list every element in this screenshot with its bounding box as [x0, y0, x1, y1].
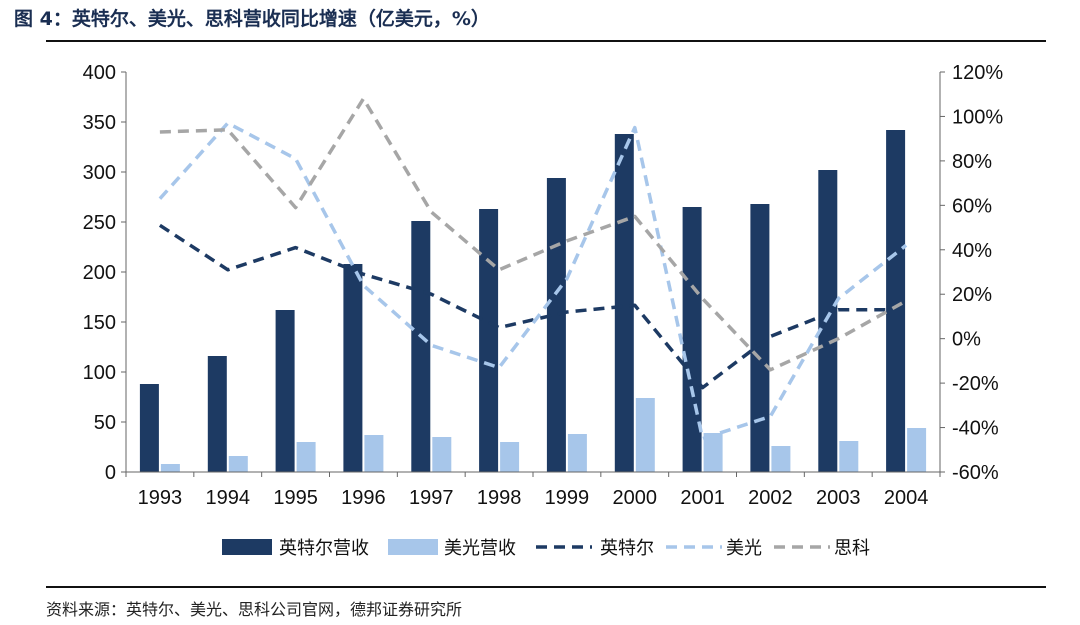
bar-intel-2002 — [750, 204, 770, 472]
legend-swatch-micron-revenue — [388, 539, 438, 555]
x-tick-label: 2001 — [680, 487, 725, 509]
bar-micron-2001 — [703, 433, 723, 472]
legend-label-cisco: 思科 — [834, 538, 870, 559]
bar-intel-2001 — [682, 207, 702, 472]
bar-micron-2003 — [839, 441, 859, 472]
legend-label-intel-revenue: 英特尔营收 — [279, 538, 369, 559]
right-tick-label: -60% — [952, 462, 999, 484]
legend-label-micron-revenue: 美光营收 — [444, 538, 516, 559]
bar-intel-1993 — [139, 384, 159, 472]
bar-intel-1994 — [207, 356, 227, 472]
right-tick-label: 120% — [952, 62, 1003, 84]
left-tick-label: 400 — [83, 62, 116, 84]
x-tick-label: 1999 — [545, 487, 590, 509]
bar-intel-2003 — [818, 170, 838, 472]
bar-micron-1995 — [296, 442, 316, 472]
bar-micron-1997 — [432, 437, 452, 472]
left-tick-label: 150 — [83, 312, 116, 334]
right-tick-label: 0% — [952, 329, 981, 351]
right-tick-label: 20% — [952, 284, 992, 306]
x-tick-label: 2003 — [816, 487, 861, 509]
x-tick-label: 1997 — [409, 487, 454, 509]
axes-layer: 0 50 100 150 200 250 300 350 400 -60% -40% -20% 0% 20… — [83, 62, 1004, 509]
x-tick-label: 1994 — [206, 487, 251, 509]
line-cisco-growth — [159, 96, 907, 372]
left-tick-label: 100 — [83, 362, 116, 384]
x-tick-label: 1993 — [138, 487, 183, 509]
left-tick-label: 0 — [105, 462, 116, 484]
bar-micron-1998 — [500, 442, 520, 472]
bar-micron-1993 — [160, 464, 180, 472]
x-tick-label: 2002 — [748, 487, 793, 509]
right-tick-label: 100% — [952, 106, 1003, 128]
line-intel-growth — [158, 223, 907, 390]
x-tick-label: 1996 — [341, 487, 386, 509]
right-tick-label: -20% — [952, 373, 999, 395]
left-tick-label: 50 — [94, 412, 116, 434]
legend-label-micron: 美光 — [726, 538, 762, 559]
bar-intel-1997 — [411, 221, 431, 472]
bar-intel-2000 — [614, 134, 634, 472]
right-tick-label: 40% — [952, 240, 992, 262]
bar-micron-1996 — [364, 435, 384, 472]
bar-intel-1995 — [275, 310, 295, 472]
bar-micron-2004 — [907, 428, 927, 472]
left-tick-label: 300 — [83, 162, 116, 184]
legend-label-intel: 英特尔 — [600, 538, 654, 559]
bar-intel-1996 — [343, 264, 363, 472]
x-tick-label: 2000 — [613, 487, 658, 509]
lines-layer — [158, 96, 908, 441]
left-tick-label: 350 — [83, 112, 116, 134]
line-micron-growth — [158, 121, 908, 441]
bar-micron-2000 — [635, 398, 655, 472]
bar-intel-1999 — [546, 178, 566, 472]
legend-swatch-intel-revenue — [222, 539, 272, 555]
legend: 英特尔营收 美光营收 英特尔 美光 思科 — [222, 538, 870, 559]
chart-title: 图 4：英特尔、美光、思科营收同比增速（亿美元，%） — [14, 8, 490, 30]
x-tick-label: 2004 — [884, 487, 929, 509]
top-rule — [46, 40, 1046, 42]
source-note: 资料来源：英特尔、美光、思科公司官网，德邦证券研究所 — [46, 600, 463, 619]
left-tick-label: 200 — [83, 262, 116, 284]
bottom-rule — [46, 586, 1046, 588]
bar-micron-1994 — [228, 456, 248, 472]
x-tick-label: 1998 — [477, 487, 522, 509]
x-tick-label: 1995 — [273, 487, 318, 509]
left-tick-label: 250 — [83, 212, 116, 234]
bar-intel-1998 — [479, 209, 499, 472]
bars-layer — [139, 130, 927, 472]
bar-micron-2002 — [771, 446, 791, 472]
right-tick-label: -40% — [952, 418, 999, 440]
right-tick-label: 60% — [952, 195, 992, 217]
bar-intel-2004 — [886, 130, 906, 472]
right-tick-label: 80% — [952, 151, 992, 173]
bar-micron-1999 — [567, 434, 587, 472]
